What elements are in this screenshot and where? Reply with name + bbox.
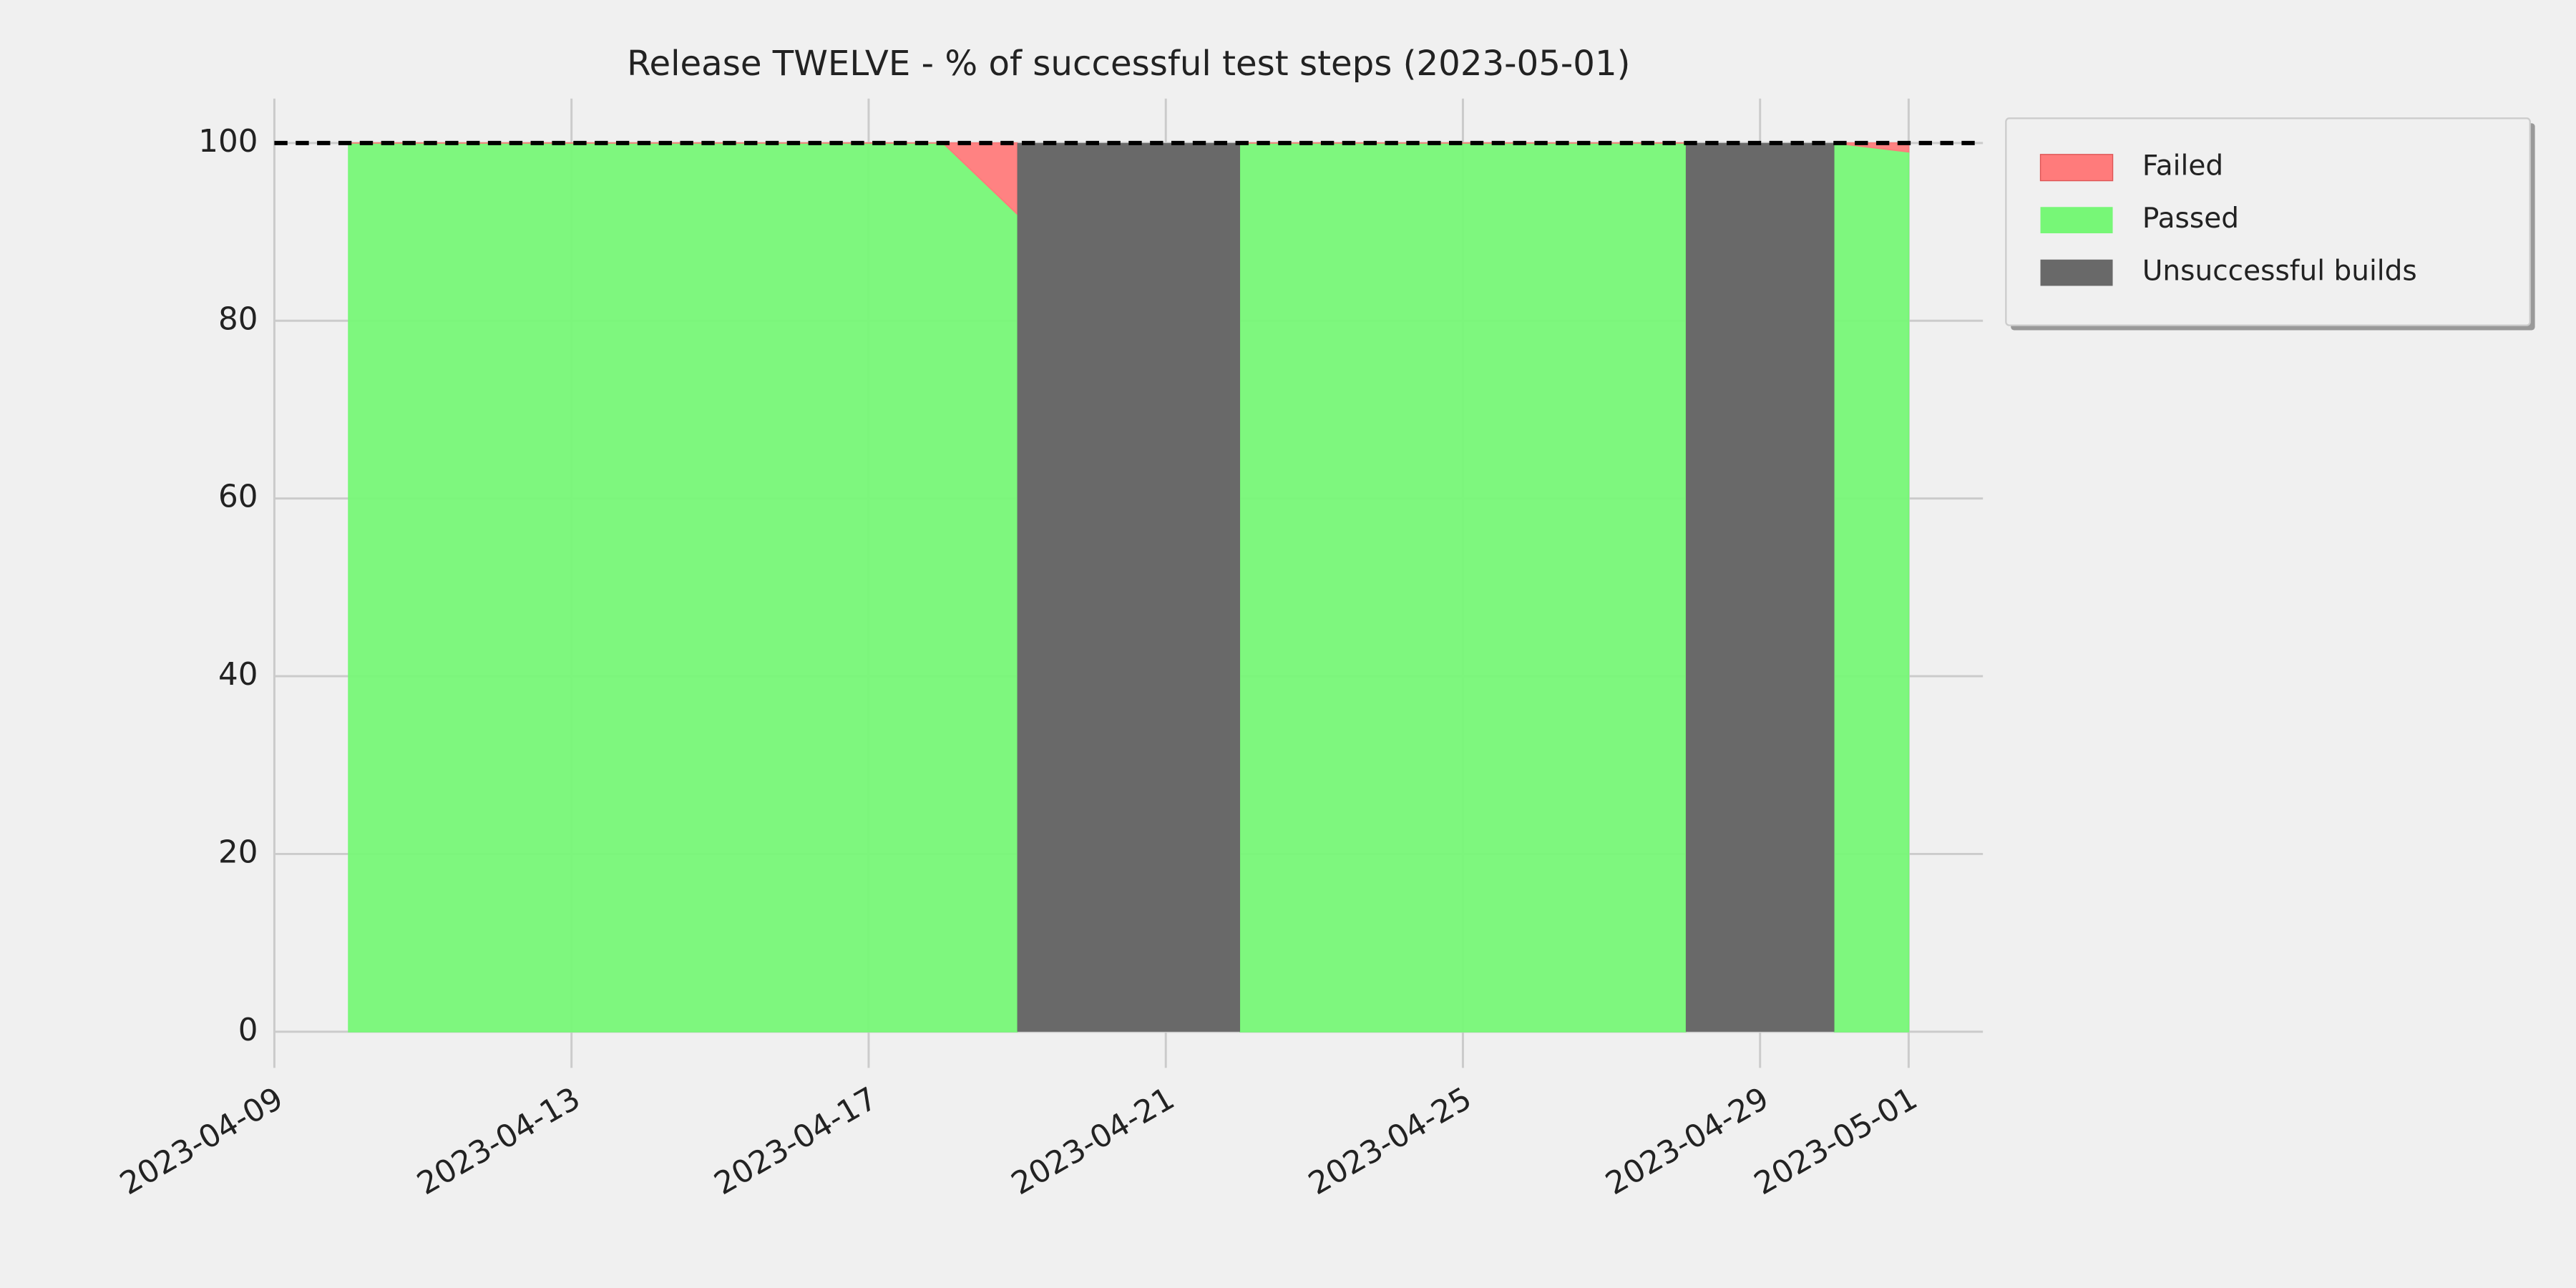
legend: Failed Passed Unsuccessful builds [2005,117,2535,331]
legend-frame [2005,117,2531,326]
area [1834,142,1910,153]
y-tick-label: 60 [218,479,258,515]
legend-swatch [2039,154,2114,182]
legend-label: Failed [2142,150,2223,182]
area [1017,142,1241,1032]
areas [274,140,1984,1033]
area [348,142,1018,1033]
area [1685,142,1835,1032]
y-tick-label: 40 [218,657,258,693]
legend-label: Unsuccessful builds [2142,255,2417,288]
y-tick-label: 80 [218,301,258,337]
area [1833,142,1910,1033]
legend-label: Passed [2142,203,2239,235]
y-tick-label: 100 [198,124,258,160]
chart-title: Release TWELVE - % of successful test st… [627,44,1630,84]
y-tick-label: 0 [238,1013,258,1048]
legend-swatch [2040,259,2113,286]
y-tick-label: 20 [218,834,258,870]
legend-swatch [2040,207,2113,234]
area [1239,142,1687,1033]
